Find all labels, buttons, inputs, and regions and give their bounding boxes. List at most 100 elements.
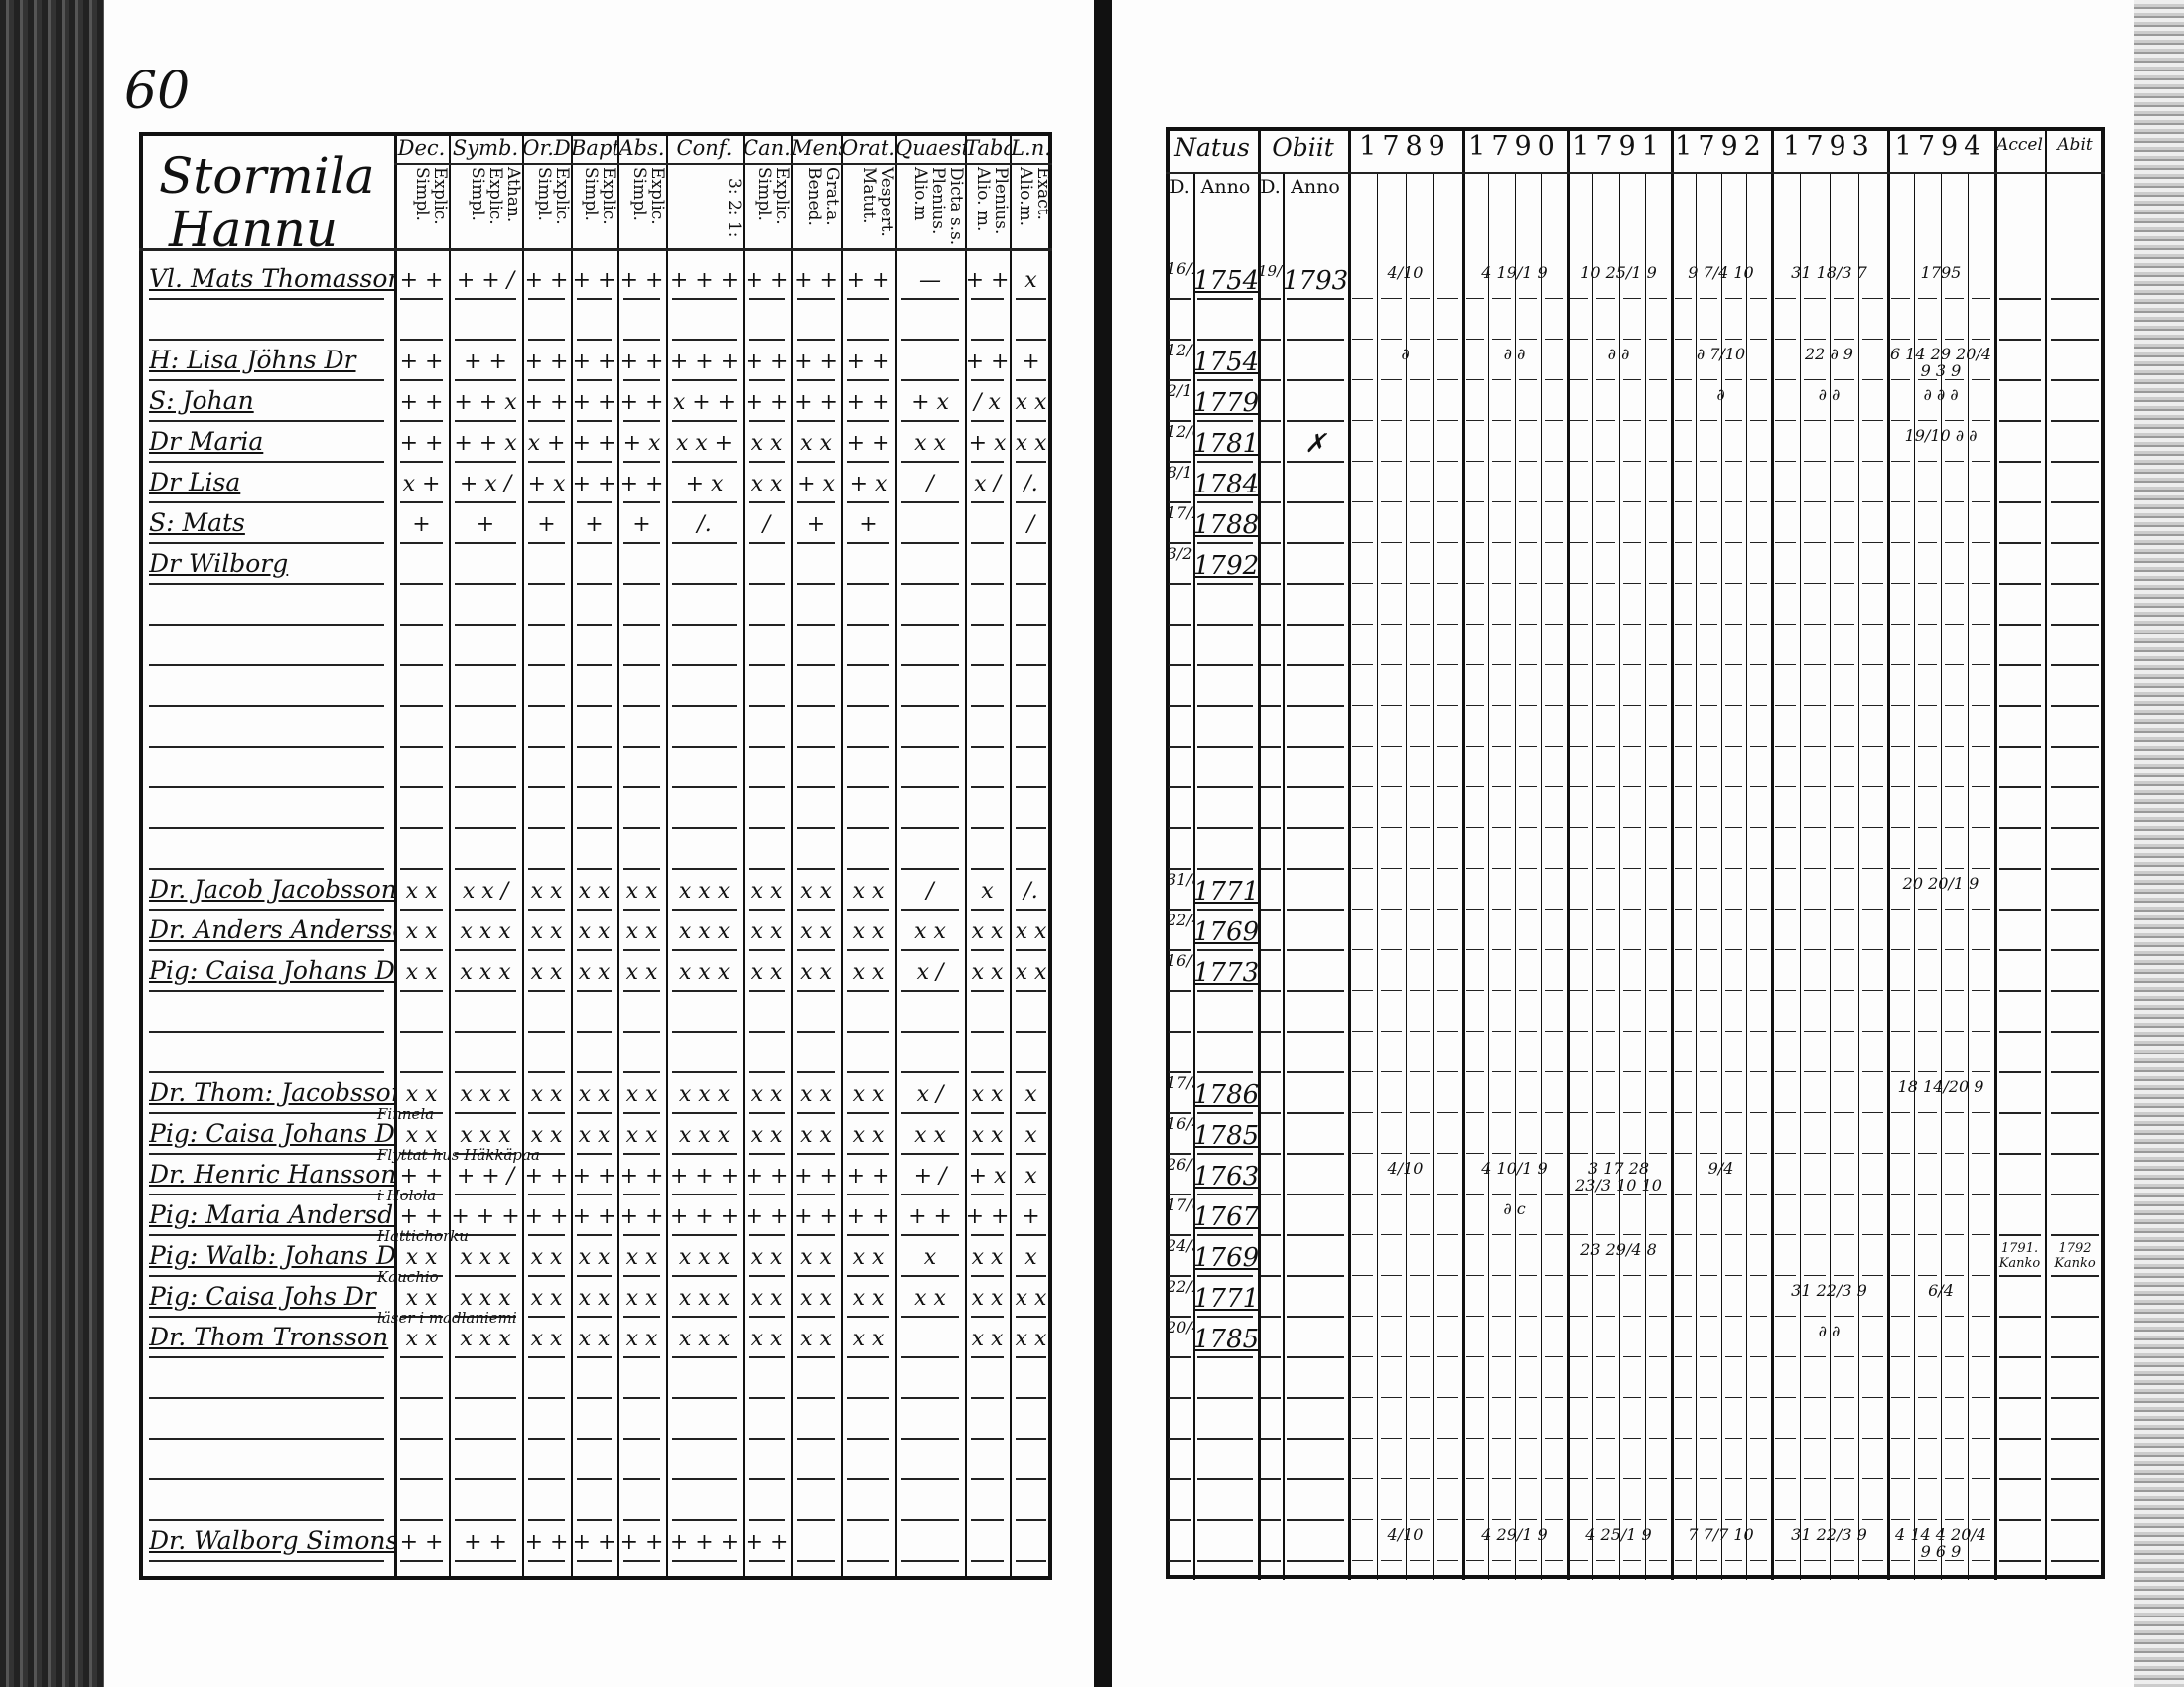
row-rule [1675,705,1693,706]
row-rule [1861,868,1883,869]
row-rule [1675,1560,1693,1561]
row-rule [623,1071,660,1073]
person-name: Dr. Thom Tronsson [149,1323,389,1351]
row-rule [1016,379,1046,381]
row-rule [672,1560,737,1562]
exam-mark: x [981,879,994,904]
row-rule [847,1275,889,1277]
row-rule [1972,909,1990,910]
row-rule [1775,1438,1797,1439]
row-rule [1972,298,1990,299]
row-rule [1945,420,1964,421]
person-name: Pig: Caisa Johs Dr [149,1282,376,1311]
row-rule [623,1356,660,1358]
row-rule [901,1031,959,1033]
exam-mark: + + [399,1530,444,1555]
exam-mark: + + [745,1164,789,1189]
exam-mark: x x [578,960,611,985]
row-rule [1724,786,1742,787]
row-rule [797,1478,835,1480]
row-rule [1466,868,1485,869]
exam-mark: + + [572,1204,616,1229]
row-rule [847,1438,889,1440]
row-rule [672,1153,737,1155]
scan-edge-left [0,0,104,1687]
row-rule [901,583,959,585]
row-rule [623,868,660,870]
row-rule [797,1397,835,1399]
row-rule [1675,1112,1693,1113]
row-rule [1648,1194,1667,1195]
row-rule [577,624,612,626]
exam-mark: x x [625,1123,658,1148]
row-rule [1999,786,2041,788]
row-rule [749,664,785,666]
row-rule [1861,501,1883,502]
row-rule [1804,583,1826,584]
row-rule [1261,1356,1281,1358]
exam-mark: x / [916,960,944,985]
exam-mark: + + / [456,1164,515,1189]
row-rule [455,1194,516,1195]
row-rule [1544,1356,1563,1357]
row-rule [971,1438,1004,1440]
row-rule [1518,1275,1537,1276]
row-rule [1675,1519,1693,1520]
row-rule [1918,1316,1937,1317]
row-rule [1945,1519,1964,1520]
row-rule [1518,1560,1537,1561]
row-rule [1804,705,1826,706]
year-entry: 4 10/1 9 [1481,1160,1548,1177]
row-rule [797,583,835,585]
row-rule [400,1275,443,1277]
row-rule [528,1275,565,1277]
year-entry: ∂ [1716,386,1725,403]
row-rule [1596,583,1615,584]
row-rule [1700,1234,1717,1235]
exam-mark: x x [971,1286,1004,1311]
row-rule [455,1438,516,1440]
row-rule [1999,746,2041,748]
row-rule [1016,1031,1046,1033]
column-rule [895,132,897,1580]
row-rule [1724,1519,1742,1520]
row-rule [1518,542,1537,543]
row-rule [1999,379,2041,381]
row-rule [1261,1397,1281,1399]
row-rule [1352,583,1373,584]
exam-mark: / x [974,390,1001,415]
row-rule [1749,1234,1767,1235]
exam-mark: x x x [678,1245,731,1270]
row-rule [1544,339,1563,340]
row-rule [1197,949,1253,951]
row-rule [797,909,835,911]
row-rule [400,1153,443,1155]
row-rule [1861,1316,1883,1317]
year-subcolumn [1968,172,1969,1580]
row-rule [1197,1478,1253,1480]
row-rule [1804,664,1826,665]
row-rule [1724,1438,1742,1439]
row-rule [1918,1071,1937,1072]
row-rule [1596,1031,1615,1032]
row-rule [1352,1438,1373,1439]
row-rule [1648,1071,1667,1072]
row-rule [1409,379,1431,380]
column-rule [449,132,451,1580]
birth-year: 1763 [1193,1162,1258,1192]
year-subcolumn [1914,172,1915,1580]
header-rule [139,248,1052,251]
row-rule [1261,1438,1281,1440]
exam-mark: x x [1015,1286,1047,1311]
row-rule [1261,827,1281,829]
row-rule [901,1234,959,1236]
row-rule [577,339,612,341]
row-rule [1518,1316,1537,1317]
row-rule [2051,827,2099,829]
row-rule [149,949,384,951]
row-rule [1700,339,1717,340]
row-rule [1918,990,1937,991]
exam-mark: x x x [678,1082,731,1107]
row-rule [797,298,835,300]
row-rule [749,298,785,300]
